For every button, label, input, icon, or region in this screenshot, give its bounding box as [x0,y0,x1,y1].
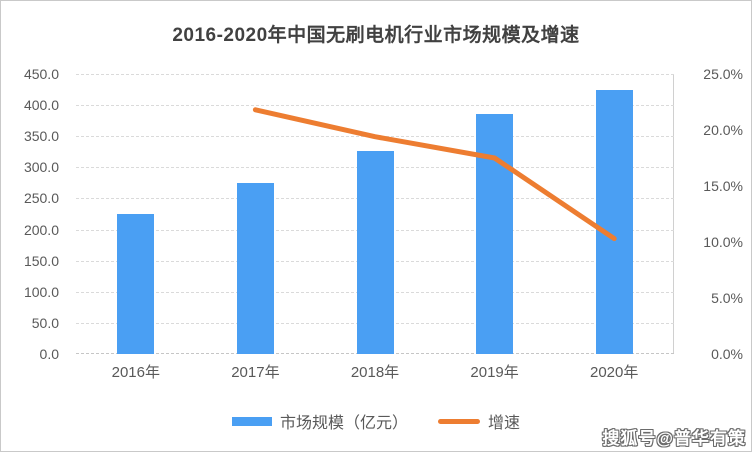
x-axis-label-2017年: 2017年 [231,364,280,381]
x-axis-label-2018年: 2018年 [350,364,400,381]
left-axis-tick: 300.0 [23,159,59,176]
left-axis-tick: 0.0 [39,346,59,362]
left-axis-tick: 250.0 [23,190,59,207]
legend-item-growth: 增速 [438,409,520,433]
x-axis-label-2019年: 2019年 [470,364,519,381]
growth-line [252,107,617,242]
bar-series-swatch-icon [231,416,272,426]
left-axis-tick: 150.0 [23,252,59,269]
left-axis-tick: 50.0 [31,314,59,331]
bar-2020年 [595,90,633,354]
left-axis-tick: 350.0 [23,128,59,145]
right-axis-line [673,74,674,354]
chart-title: 2016-2020年中国无刷电机行业市场规模及增速 [172,25,580,46]
x-axis-label-2020年: 2020年 [590,364,639,381]
left-axis-tick: 200.0 [23,221,59,238]
right-axis-tick: 5.0% [711,290,743,306]
right-axis-tick: 15.0% [703,178,743,194]
plot-area [76,74,674,354]
right-axis-tick: 25.0% [703,66,743,82]
right-axis-tick: 0.0% [711,346,743,362]
legend-item-market-size: 市场规模（亿元） [231,409,408,433]
legend-label-market-size: 市场规模（亿元） [279,415,408,432]
bar-2018年 [356,150,394,354]
line-series-swatch-icon [438,418,480,424]
watermark: 搜狐号@普华有策 [602,429,746,448]
bar-2017年 [236,182,274,354]
bar-2016年 [117,214,155,354]
x-axis-label-2016年: 2016年 [111,364,160,381]
right-axis-tick: 20.0% [703,122,743,138]
legend: 市场规模（亿元） 增速 [1,407,751,435]
legend-label-growth: 增速 [488,415,521,432]
gridline [76,74,674,75]
gridline [76,105,674,107]
right-axis-tick: 10.0% [703,234,743,250]
growth-line-chart [252,107,617,242]
left-axis-tick: 400.0 [23,97,59,114]
left-axis-tick: 100.0 [23,283,59,300]
left-axis-tick: 450.0 [23,66,59,82]
